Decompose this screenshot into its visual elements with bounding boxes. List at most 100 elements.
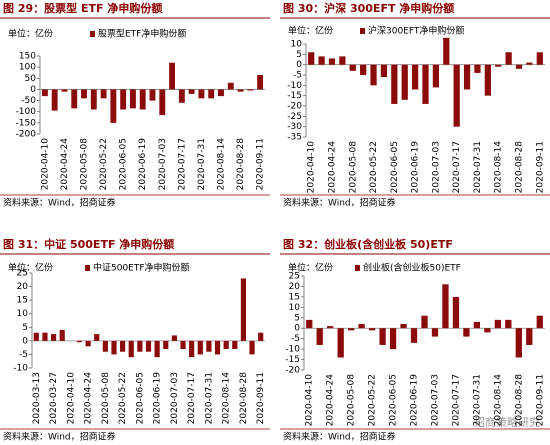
bar — [389, 328, 397, 350]
bar — [208, 89, 215, 99]
x-tick-label: 2020-04-24 — [327, 141, 337, 194]
x-tick-label: 2020-06-05 — [389, 374, 399, 426]
bar — [443, 37, 450, 65]
y-tick-label: -15 — [287, 91, 302, 101]
bar — [232, 340, 238, 349]
x-tick-label: 2020-07-31 — [473, 141, 483, 193]
watermark: 招商策略研究 — [474, 415, 540, 429]
x-tick-label: 2020-07-03 — [430, 374, 440, 426]
bar — [536, 52, 543, 65]
x-tick-label: 2020-05-08 — [348, 141, 358, 194]
y-tick-label: 5 — [294, 313, 300, 323]
y-tick-label: -10 — [287, 81, 302, 91]
bar — [327, 326, 334, 329]
x-tick-label: 2020-04-10 — [305, 374, 315, 427]
y-tick-label: 150 — [19, 52, 36, 62]
y-tick-label: -35 — [287, 133, 302, 143]
bar — [368, 328, 376, 331]
bar — [306, 319, 313, 329]
bar — [120, 340, 126, 352]
bar — [206, 340, 212, 352]
bar — [484, 328, 491, 333]
x-tick-label: 2020-09-11 — [535, 141, 545, 193]
chart-title: 图 32：创业板(含创业板 50)ETF — [283, 237, 453, 251]
bar — [128, 340, 134, 358]
y-tick-label: -200 — [16, 130, 37, 140]
y-tick-label: 5 — [296, 50, 302, 60]
x-tick-label: 2020-08-14 — [222, 372, 232, 425]
source: 资料来源：Wind，招商证券 — [283, 197, 396, 209]
bar — [505, 319, 512, 329]
bar — [380, 64, 388, 78]
x-tick-label: 2020-06-19 — [153, 372, 163, 425]
bar — [337, 328, 344, 358]
x-tick-label: 2020-06-05 — [135, 372, 145, 424]
y-tick-label: 0 — [296, 60, 302, 70]
bar — [526, 62, 533, 65]
legend-swatch — [360, 28, 365, 34]
y-tick-label: 15 — [17, 296, 28, 306]
bar — [308, 52, 315, 65]
y-tick-label: 5 — [22, 323, 28, 333]
bar — [145, 340, 152, 352]
unit-label: 单位：亿份 — [8, 28, 53, 40]
bar — [494, 319, 501, 329]
bar — [526, 328, 533, 345]
bar — [81, 89, 87, 99]
x-tick-label: 2020-08-14 — [494, 141, 504, 194]
bar — [360, 64, 367, 75]
source: 资料来源：Wind，招商证券 — [3, 197, 116, 209]
x-tick-label: 2020-07-03 — [170, 372, 180, 424]
bar — [149, 89, 156, 101]
bar — [370, 64, 377, 86]
bar — [33, 332, 39, 341]
y-tick-label: 0 — [30, 85, 36, 95]
y-tick-label: -50 — [21, 96, 36, 106]
bar — [71, 89, 78, 109]
bar — [169, 62, 175, 90]
bar — [110, 89, 117, 123]
x-tick-label: 2020-08-14 — [493, 374, 503, 427]
unit-label: 单位：亿份 — [288, 262, 333, 274]
bar — [536, 315, 543, 329]
bar — [349, 64, 356, 71]
y-tick-label: -5 — [293, 71, 302, 81]
x-tick-label: 2020-05-08 — [101, 372, 111, 425]
bar — [473, 321, 481, 329]
x-tick-label: 2020-08-28 — [514, 374, 524, 427]
y-tick-label: -150 — [16, 118, 37, 128]
bar — [214, 340, 221, 355]
bar — [431, 328, 439, 337]
bar — [515, 328, 522, 358]
x-tick-label: 2020-04-24 — [326, 374, 336, 427]
legend-label: 中证500ETF净申购份额 — [93, 262, 190, 274]
chart-title: 图 30：沪深 300EFT 净申购份额 — [283, 1, 454, 15]
bar — [328, 58, 336, 65]
legend-swatch — [355, 265, 360, 271]
x-tick-label: 2020-08-28 — [236, 138, 246, 191]
bar — [85, 340, 91, 347]
unit-label: 单位：亿份 — [288, 25, 333, 37]
bar — [198, 89, 205, 99]
legend-swatch — [85, 265, 90, 271]
bar — [120, 89, 127, 110]
y-tick-label: 10 — [289, 303, 301, 313]
y-tick-label: -20 — [287, 102, 302, 112]
x-tick-label: 2020-08-28 — [239, 372, 249, 425]
bar — [218, 89, 224, 97]
y-tick-label: 25 — [17, 269, 28, 279]
bar — [137, 340, 143, 352]
bar — [463, 328, 470, 337]
x-tick-label: 2020-07-17 — [187, 372, 197, 424]
x-tick-label: 2020-07-03 — [431, 141, 441, 193]
bar — [400, 324, 407, 329]
bar — [163, 340, 169, 349]
y-tick-label: 50 — [25, 74, 37, 84]
bar — [463, 64, 471, 90]
y-tick-label: -30 — [287, 122, 302, 132]
x-tick-label: 2020-08-28 — [515, 141, 525, 194]
y-tick-label: 100 — [19, 63, 36, 73]
bar — [257, 74, 264, 90]
bar — [139, 89, 146, 110]
bar — [379, 328, 386, 345]
